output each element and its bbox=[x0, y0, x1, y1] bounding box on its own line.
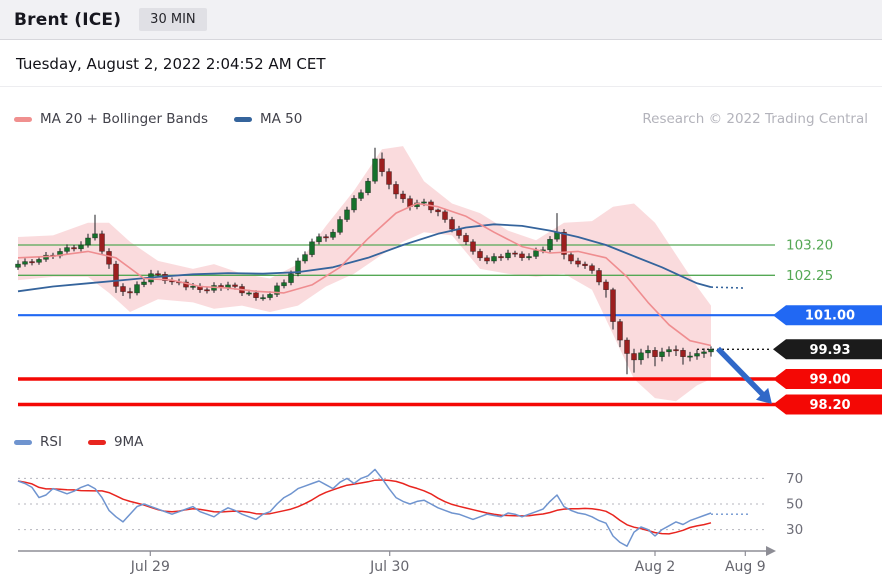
x-axis-label: Aug 9 bbox=[725, 559, 766, 575]
rsi-9ma-line bbox=[17, 479, 712, 535]
pivot-price-pill-label: 101.00 bbox=[805, 309, 855, 324]
legend-label-9ma: 9MA bbox=[113, 434, 144, 450]
resistance-1-price-label: 102.25 bbox=[786, 268, 833, 284]
axis-arrow-icon bbox=[766, 546, 776, 556]
legend-item-ma20-bollinger: MA 20 + Bollinger Bands bbox=[14, 111, 208, 127]
timestamp: Tuesday, August 2, 2022 2:04:52 AM CET bbox=[16, 54, 326, 73]
legend-label-ma20-bollinger: MA 20 + Bollinger Bands bbox=[40, 111, 208, 127]
ma50-dotted-tail bbox=[710, 286, 747, 289]
candlesticks bbox=[15, 147, 714, 375]
legend-item-rsi: RSI bbox=[14, 434, 62, 450]
ma20-bollinger-swatch-icon bbox=[14, 116, 32, 122]
support-1-price-pill bbox=[773, 369, 882, 389]
support-2-price-pill-label: 98.20 bbox=[809, 398, 850, 413]
time-axis: Jul 29 Jul 30 Aug 2 Aug 9 bbox=[18, 546, 776, 575]
nine-ma-swatch-icon bbox=[87, 439, 106, 445]
ma20-line bbox=[17, 202, 712, 347]
rsi-swatch-icon bbox=[14, 439, 32, 445]
ma50-line bbox=[17, 223, 712, 293]
forecast-arrow-head-icon bbox=[756, 387, 772, 404]
last-price-price-pill-label: 99.93 bbox=[809, 343, 850, 358]
rsi-tick-label-70: 70 bbox=[786, 471, 803, 487]
x-axis-label: Jul 30 bbox=[369, 559, 409, 575]
rsi-tick-label-30: 30 bbox=[786, 522, 803, 538]
legend-label-rsi: RSI bbox=[40, 434, 62, 450]
research-credit: Research © 2022 Trading Central bbox=[642, 111, 868, 127]
instrument-title: Brent (ICE) bbox=[14, 9, 122, 30]
legend-label-ma50: MA 50 bbox=[260, 111, 303, 127]
ma50-swatch-icon bbox=[234, 116, 252, 122]
x-axis-label: Jul 29 bbox=[130, 559, 170, 575]
last-price-price-pill bbox=[773, 339, 882, 360]
timeframe-badge: 30 MIN bbox=[139, 8, 207, 31]
x-axis-label: Aug 2 bbox=[635, 559, 676, 575]
rsi-line bbox=[17, 468, 712, 547]
support-2-price-pill bbox=[773, 394, 882, 415]
timestamp-row: Tuesday, August 2, 2022 2:04:52 AM CET bbox=[0, 41, 882, 87]
price-chart-legend: MA 20 + Bollinger Bands MA 50 Research ©… bbox=[0, 111, 882, 127]
chart-header: Brent (ICE) 30 MIN bbox=[0, 0, 882, 40]
rsi-panel-legend: RSI 9MA bbox=[14, 434, 143, 450]
resistance-2-price-label: 103.20 bbox=[786, 238, 833, 254]
support-1-price-pill-label: 99.00 bbox=[809, 373, 850, 388]
pivot-price-pill bbox=[773, 305, 882, 326]
forecast-arrow-shaft bbox=[716, 346, 767, 398]
bollinger-band-area bbox=[18, 146, 711, 402]
legend-item-9ma: 9MA bbox=[87, 434, 144, 450]
rsi-tick-label-50: 50 bbox=[786, 497, 803, 513]
legend-item-ma50: MA 50 bbox=[234, 111, 302, 127]
